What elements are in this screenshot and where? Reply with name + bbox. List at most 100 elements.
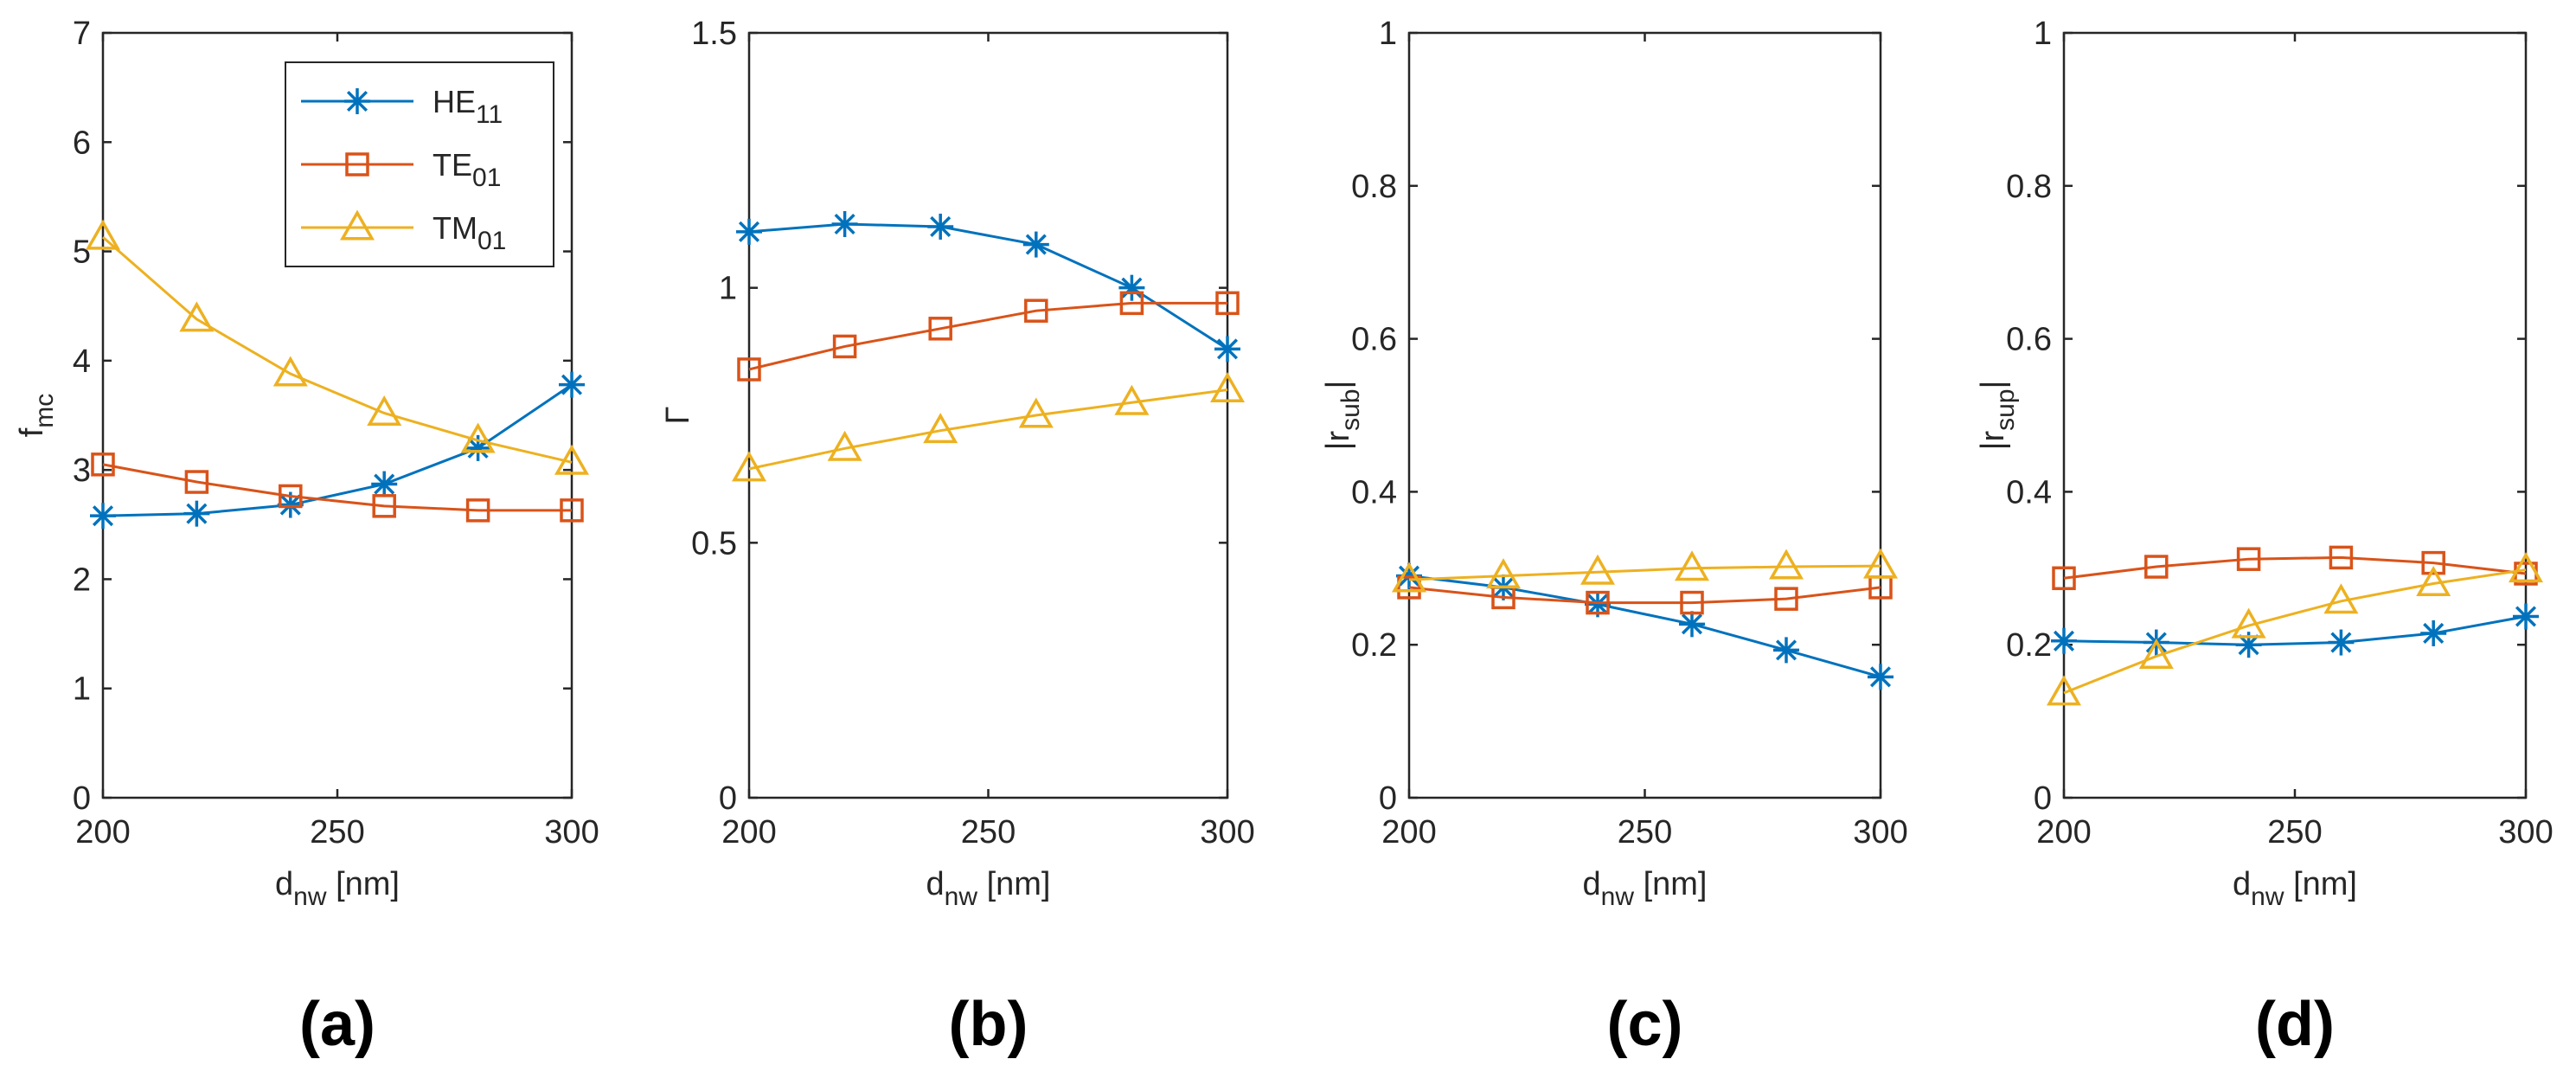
chart-panel-c: 0 0.2 0.4 0.6 0.8 1 200 250 300 dnw [nm] |rsub| (c) [1320,16,1908,1059]
data-point-te01 [1680,590,1704,615]
data-point-tm01 [2138,638,2174,669]
chart-panel-d: 0 0.2 0.4 0.6 0.8 1 200 250 300 dnw [nm] |rsup| (d) [1975,16,2554,1059]
data-point-tm01 [554,444,590,475]
series-line-he11 [748,222,1228,350]
x-axis-label-base: d [926,866,945,902]
data-point-te01 [1774,587,1798,611]
data-point-he11-stroke [930,215,952,237]
data-point-he11 [1022,231,1049,258]
y-tick-label: 1 [2034,16,2052,52]
data-point-te01 [2421,550,2445,575]
data-point-he11-stroke [2053,630,2075,652]
data-point-tm01 [1391,562,1427,593]
series-line-he11 [2063,615,2527,646]
x-tick-label: 300 [544,814,599,851]
data-point-he11-stroke [834,213,855,235]
data-point-te01 [737,357,761,382]
data-point-tm01 [1018,397,1054,428]
y-axis-label-subscript: sub [1336,388,1365,430]
series-line-tm01 [2063,568,2527,695]
x-tick-label: 300 [1200,814,1254,851]
x-axis-label-subscript: nw [945,883,978,911]
x-tick-label: 250 [310,814,364,851]
legend-label-te01-base: TE [433,147,472,183]
y-tick-label: 6 [73,125,91,161]
x-axis-label-suffix: [nm] [1634,866,1707,902]
y-tick-label: 1 [73,671,91,708]
data-point-he11-stroke [2423,622,2445,644]
data-point-he11-stroke [1025,234,1047,255]
data-point-he11 [559,371,585,398]
data-point-te01 [2144,555,2169,579]
x-tick-label: 250 [961,814,1016,851]
x-tick-label: 300 [2498,814,2553,851]
data-point-tm01 [731,451,767,482]
data-point-he11 [2051,627,2077,654]
x-axis-label-suffix: [nm] [327,866,400,902]
y-tick-label: 0 [719,780,737,817]
data-point-he11 [90,503,116,530]
data-point-te01 [1024,298,1048,323]
x-axis-label-suffix: [nm] [2284,866,2357,902]
y-tick-label: 0.6 [2006,322,2052,358]
data-point-he11-stroke [279,494,301,516]
data-point-tm01 [1580,554,1616,585]
data-point-he11-stroke [374,473,395,495]
legend-label-tm01-subscript: 01 [477,227,506,255]
data-point-te01 [1586,590,1610,615]
y-axis-label-base: |r [1320,431,1356,451]
data-point-he11-stroke [1775,639,1797,661]
y-tick-label: 0.8 [2006,169,2052,205]
data-point-te01 [832,334,857,359]
plot-area [1407,31,1882,799]
data-point-tm01 [923,413,958,444]
series-line-te01 [748,301,1227,371]
y-tick-label: 0.8 [1351,169,1397,205]
x-axis-label: dnw [nm] [1583,866,1708,911]
data-point-he11-stroke [561,374,583,395]
data-point-he11-stroke [738,221,760,242]
panel-label-b: (b) [949,990,1028,1059]
data-point-he11 [1585,591,1611,618]
y-tick-label: 0.5 [691,525,737,562]
y-tick-label: 0.2 [1351,627,1397,664]
data-point-he11 [831,211,858,237]
y-tick-label: 0.6 [1351,322,1397,358]
data-point-te01 [91,453,115,477]
series-line-te01 [1408,586,1881,605]
legend-label-te01: TE01 [433,147,501,192]
data-point-he11-stroke [186,503,208,524]
plot-area [2062,31,2528,799]
data-point-te01 [928,317,952,341]
legend-marker-te01 [345,152,369,177]
x-axis-label: dnw [nm] [275,866,400,911]
y-axis-label-base: Γ [660,407,696,425]
legend-label-he11-subscript: 11 [476,100,503,129]
data-point-he11-stroke [1869,666,1892,688]
x-axis-label-base: d [275,866,293,902]
data-point-tm01 [2231,607,2266,639]
y-axis-label-suffix: | [1320,381,1356,389]
data-point-te01 [2329,545,2354,570]
series-line-te01 [102,463,572,512]
data-point-he11 [1679,611,1705,638]
x-axis-label-base: d [2233,866,2251,902]
data-point-tm01 [85,219,121,250]
y-tick-label: 2 [73,562,91,598]
x-axis-label-suffix: [nm] [977,866,1050,902]
y-tick-label: 0.4 [1351,474,1397,510]
x-axis-label: dnw [nm] [2233,866,2357,911]
legend-marker-he11-stroke [346,90,368,112]
y-axis-label-suffix: | [1975,381,2011,389]
data-point-tm01 [1209,372,1246,403]
x-axis-label-subscript: nw [2251,883,2284,911]
x-tick-label: 300 [1853,814,1907,851]
y-axis-label: Γ [660,407,696,425]
data-point-he11 [2328,629,2355,656]
x-tick-label: 250 [1618,814,1672,851]
data-point-te01 [279,484,303,509]
legend-label-he11-base: HE [433,84,476,119]
